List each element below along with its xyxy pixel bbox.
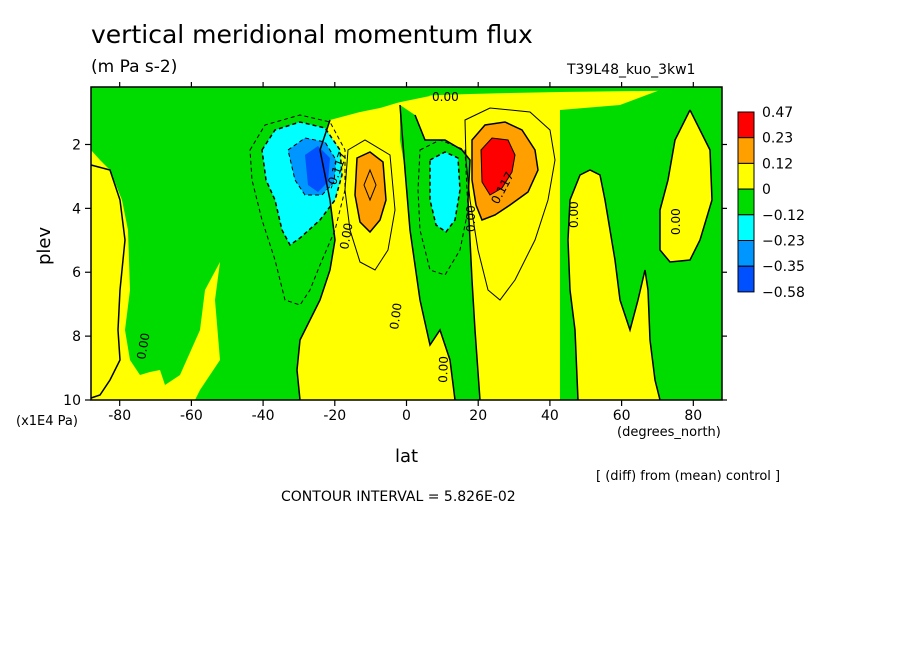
colorbar-label: −0.35 (762, 259, 805, 275)
cyan-cell-north (430, 152, 460, 232)
x-tick-label: 20 (469, 408, 487, 424)
y-axis: 2 4 6 8 10 (63, 137, 727, 409)
y-tick-label: 8 (72, 329, 81, 345)
y-tick-label: 4 (72, 201, 81, 217)
colorbar-label: 0.12 (762, 156, 793, 172)
colorbar-label: 0.23 (762, 131, 793, 147)
contour-zero-equator-west (399, 104, 456, 401)
contour-label: 0.00 (134, 332, 152, 361)
contour-neg-north-inner (429, 151, 461, 234)
contour-line-layer (90, 104, 713, 401)
x-units-label: (degrees_north) (617, 425, 721, 440)
chart-units: (m Pa s-2) (91, 57, 178, 77)
contour-label: 0.00 (567, 201, 581, 228)
contour-zero-east-1 (567, 169, 661, 401)
colorbar: 0.47 0.23 0.12 0 −0.12 −0.23 −0.35 −0.58 (737, 105, 805, 301)
colorbar-label: −0.12 (762, 208, 805, 224)
x-tick-label: -80 (108, 408, 131, 424)
contour-fill-layer (91, 87, 722, 400)
x-axis: -80 -60 -40 -20 0 20 40 60 80 (108, 82, 702, 424)
colorbar-label: 0.47 (762, 105, 793, 121)
colorbar-swatch (737, 188, 755, 216)
yellow-region-west-inner (91, 165, 125, 398)
x-tick-label: 60 (613, 408, 631, 424)
contour-neg-inner (261, 121, 343, 247)
x-tick-label: 40 (541, 408, 559, 424)
y-tick-label: 10 (63, 393, 81, 409)
contour-pos-south-outer (344, 139, 396, 271)
contour-pos-south-core (363, 168, 377, 202)
orange-cell-south (355, 152, 386, 232)
chart-title: vertical meridional momentum flux (91, 20, 533, 49)
contour-label: 0.00 (436, 356, 451, 383)
contour-interval: CONTOUR INTERVAL = 5.826E-02 (281, 489, 516, 505)
contour-label: 0.00 (337, 222, 355, 251)
contour-label: 0.00 (387, 302, 405, 330)
green-region-west (91, 87, 430, 400)
x-tick-label: -60 (180, 408, 203, 424)
y-tick-label: 6 (72, 265, 81, 281)
colorbar-swatch (737, 240, 755, 267)
contour-label: 0.00 (464, 205, 478, 232)
contour-label: 0.00 (432, 90, 459, 104)
colorbar-swatch (737, 214, 755, 242)
x-tick-label: 80 (684, 408, 702, 424)
diff-note: [ (diff) from (mean) control ] (596, 469, 781, 484)
contour-pos-north-mid (471, 121, 539, 221)
darkblue-cell-south (305, 146, 330, 192)
contour-pos-south-inner (354, 151, 387, 234)
colorbar-swatch (737, 111, 755, 139)
x-tick-label: 0 (402, 408, 411, 424)
colorbar-swatch (737, 162, 755, 190)
green-region-northwest-strip (91, 87, 722, 112)
x-tick-label: -20 (323, 408, 346, 424)
colorbar-swatch (737, 265, 755, 293)
yellow-region-east-inner (660, 110, 712, 262)
colorbar-label: −0.58 (762, 285, 805, 301)
y-scale-label: (x1E4 Pa) (16, 414, 78, 429)
contour-zero-east-2 (659, 109, 713, 263)
contour-pos-north-inner (480, 137, 516, 196)
contour-neg-north-outer (417, 139, 469, 276)
colorbar-label: 0 (762, 182, 771, 198)
contour-neg-core (287, 137, 337, 196)
contour-zero-equator-east (414, 114, 481, 401)
contour-label: 0.00 (669, 208, 683, 235)
colorbar-swatch (737, 137, 755, 164)
contour-zero-west (90, 164, 126, 399)
y-tick-label: 2 (72, 137, 81, 153)
x-tick-label: -40 (252, 408, 275, 424)
contour-neg-outer (249, 114, 346, 306)
colorbar-label: −0.23 (762, 234, 805, 250)
contour-zero-central (296, 119, 336, 401)
x-axis-label: lat (395, 446, 419, 467)
run-label: T39L48_kuo_3kw1 (567, 62, 696, 78)
contour-pos-north-outer (464, 107, 556, 301)
